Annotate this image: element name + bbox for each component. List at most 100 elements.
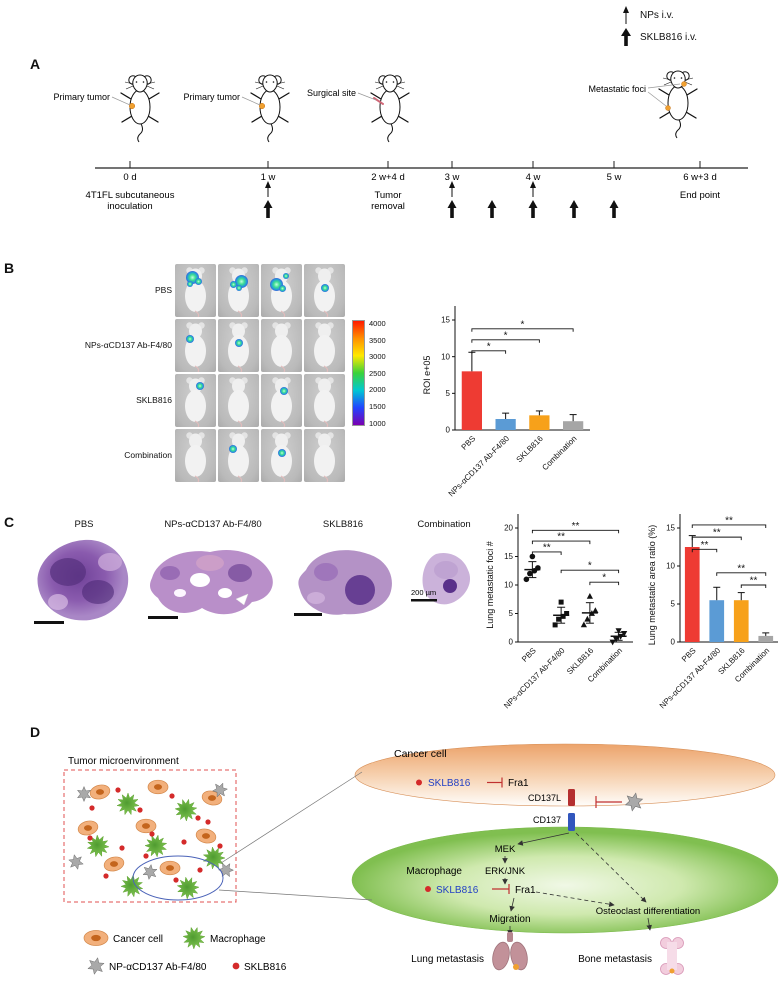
zoom-selection-ellipse [132, 855, 224, 901]
end-point-label: End point [680, 190, 721, 201]
sig-label: ** [543, 542, 551, 553]
sig-bracket [589, 581, 620, 586]
sig-bracket [531, 540, 591, 545]
histology-image-pbs [34, 539, 129, 624]
inoculation-label-line2: inoculation [107, 201, 152, 212]
bioluminescence-spot [229, 445, 237, 453]
sklb816-dot-icon [181, 839, 187, 845]
cancer-cell-title: Cancer cell [394, 748, 447, 760]
legend-sklb816-label: SKLB816 [244, 962, 287, 973]
sig-label: ** [713, 528, 721, 539]
tumor-removal-label-line2: removal [371, 201, 405, 212]
y-tick-label: 0 [671, 638, 676, 647]
histology-image-sklb [294, 550, 392, 616]
panel-a-label: A [30, 56, 41, 72]
cancer-cell-shape [354, 743, 776, 807]
mouse-photo [304, 319, 345, 372]
scatter-point [529, 553, 536, 560]
tme-title: Tumor microenvironment [68, 756, 179, 767]
scatter-point [592, 607, 599, 614]
scatter-point [558, 599, 564, 605]
macrophage-icon [182, 926, 206, 950]
sig-bracket [716, 572, 767, 576]
panel-a-timeline-diagram: Primary tumor Primary tumor Surgical sit… [53, 70, 748, 218]
sig-label: * [521, 319, 525, 330]
fra1-label-2: Fra1 [515, 885, 536, 896]
macrophage-icon [120, 874, 144, 898]
fra1-label-1: Fra1 [508, 778, 529, 789]
y-tick-label: 10 [504, 581, 513, 590]
x-category-label: PBS [460, 434, 478, 452]
cancer-cell-icon [159, 860, 181, 876]
bar [461, 371, 482, 430]
mouse-photo [218, 319, 259, 372]
x-category-label: Combination [540, 434, 578, 472]
sig-bracket [531, 551, 562, 555]
cancer-cell-icon [103, 856, 125, 872]
colorbar-tick-label: 1500 [369, 402, 386, 411]
histology-image-nps [148, 550, 273, 619]
macrophage-icon [144, 834, 168, 858]
callout-surgical-site: Surgical site [307, 88, 356, 98]
mek-label: MEK [495, 844, 516, 855]
y-axis-label: Lung metastatic foci # [485, 541, 495, 629]
histology-label-pbs: PBS [74, 519, 94, 530]
sig-bracket [691, 536, 742, 541]
mouse-icon [120, 74, 160, 143]
sklb816-dot-icon [103, 873, 109, 879]
scale-bar [148, 616, 178, 619]
bioluminescence-spot [278, 284, 286, 292]
y-tick-label: 10 [441, 352, 450, 361]
sklb816-dot-icon [137, 807, 143, 813]
y-tick-label: 15 [441, 316, 450, 325]
bar [563, 421, 584, 430]
timeline-tick-6w3d: 6 w+3 d [683, 172, 717, 183]
sklb816-dot-icon [143, 853, 149, 859]
mouse-row-label: PBS [154, 285, 172, 295]
tumor-removal-label-line1: Tumor [374, 190, 401, 201]
macrophage-title: Macrophage [406, 866, 462, 877]
macrophage-icon [116, 792, 140, 816]
mouse-photo [218, 374, 259, 427]
mouse-photo [175, 264, 216, 317]
sig-bracket [691, 524, 767, 528]
nps-iv-label: NPs i.v. [640, 9, 674, 21]
scatter-point [588, 610, 595, 616]
sklb816-dot-icon [232, 962, 240, 970]
sklb816-dot-icon [425, 886, 431, 892]
sklb816-dot-icon [115, 787, 121, 793]
inoculation-label-line1: 4T1FL subcutaneous [86, 190, 175, 201]
np-star-icon [217, 862, 235, 878]
bioluminescence-spot [278, 449, 286, 457]
callout-primary-tumor-2: Primary tumor [183, 92, 240, 102]
dashed-signal-arrow [575, 832, 647, 903]
macrophage-icon [176, 876, 200, 900]
signal-arrow [509, 897, 515, 912]
histology-label-combination: Combination [417, 519, 471, 530]
colorbar-tick-label: 1000 [369, 418, 386, 428]
y-tick-label: 15 [666, 524, 675, 533]
x-category-label: PBS [680, 646, 698, 664]
y-tick-label: 5 [509, 609, 514, 618]
cd137l-label: CD137L [528, 793, 561, 803]
timeline-tick-1w: 1 w [261, 172, 276, 183]
migration-label: Migration [489, 914, 530, 925]
bone-metastasis-label: Bone metastasis [578, 954, 652, 965]
sig-bracket [740, 584, 767, 588]
mouse-grid-row-labels: PBS NPs-αCD137 Ab-F4/80 SKLB816 Combination [58, 264, 172, 484]
erk-jnk-label: ERK/JNK [485, 866, 526, 877]
scatter-point [523, 576, 530, 583]
mouse-photo [175, 374, 216, 427]
cancer-cell-icon [83, 930, 109, 946]
scatter-point [556, 616, 562, 622]
cd137-molecule [568, 813, 575, 831]
bioluminescence-spot [280, 387, 288, 395]
panel-d-label: D [30, 724, 41, 740]
scatter-point [617, 633, 624, 640]
sklb816-label-1: SKLB816 [428, 778, 471, 789]
scatter-point [564, 611, 570, 616]
bar [684, 547, 700, 642]
bar [758, 635, 774, 642]
